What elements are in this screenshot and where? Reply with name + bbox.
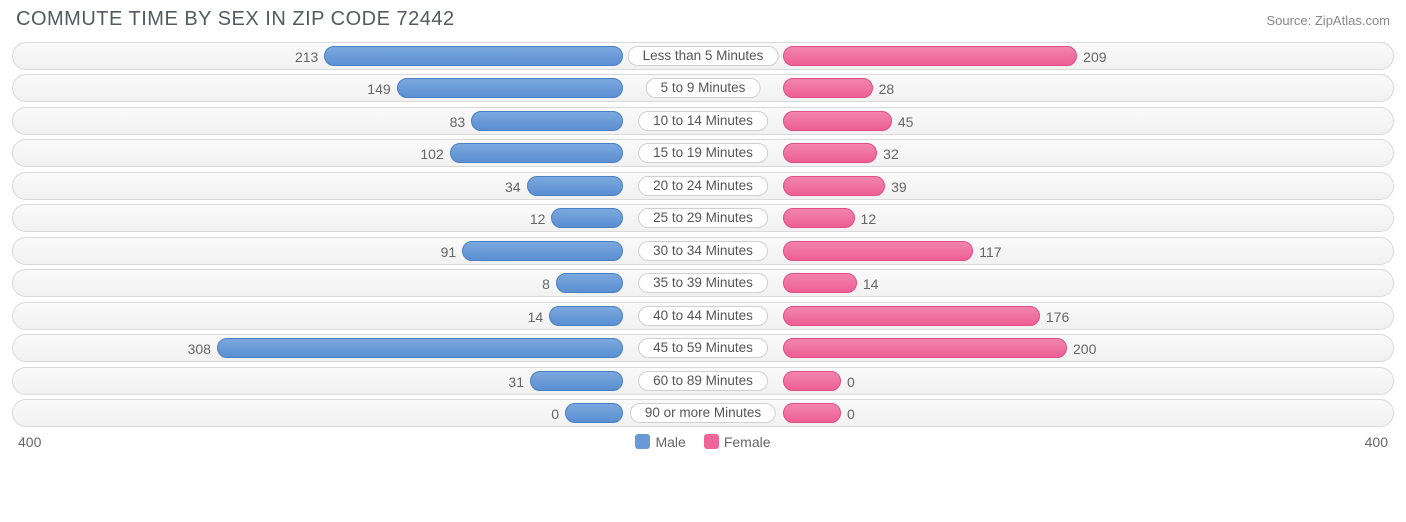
value-female: 0 bbox=[847, 368, 855, 396]
bar-female bbox=[783, 143, 877, 163]
bar-female bbox=[783, 338, 1067, 358]
bar-female bbox=[783, 371, 841, 391]
legend-label: Male bbox=[655, 434, 685, 450]
bar-female bbox=[783, 78, 873, 98]
bar-female bbox=[783, 241, 973, 261]
value-male: 34 bbox=[505, 173, 521, 201]
value-female: 0 bbox=[847, 400, 855, 428]
category-label: Less than 5 Minutes bbox=[628, 46, 779, 66]
bar-male bbox=[549, 306, 623, 326]
category-label: 45 to 59 Minutes bbox=[638, 338, 768, 358]
chart-row: 8 14 35 to 39 Minutes bbox=[12, 269, 1394, 297]
bar-male bbox=[397, 78, 623, 98]
bar-male bbox=[471, 111, 623, 131]
legend-item: Male bbox=[635, 434, 685, 450]
value-male: 31 bbox=[508, 368, 524, 396]
category-label: 60 to 89 Minutes bbox=[638, 371, 768, 391]
value-male: 308 bbox=[188, 335, 211, 363]
legend-label: Female bbox=[724, 434, 771, 450]
bar-male bbox=[324, 46, 623, 66]
chart-row: 308 200 45 to 59 Minutes bbox=[12, 334, 1394, 362]
chart-row: 102 32 15 to 19 Minutes bbox=[12, 139, 1394, 167]
value-female: 117 bbox=[979, 238, 1001, 266]
chart-row: 12 12 25 to 29 Minutes bbox=[12, 204, 1394, 232]
category-label: 25 to 29 Minutes bbox=[638, 208, 768, 228]
category-label: 20 to 24 Minutes bbox=[638, 176, 768, 196]
chart-footer: 400 Male Female 400 bbox=[12, 432, 1394, 450]
chart-row: 14 176 40 to 44 Minutes bbox=[12, 302, 1394, 330]
category-label: 40 to 44 Minutes bbox=[638, 306, 768, 326]
axis-max-right: 400 bbox=[1365, 434, 1388, 450]
legend-item: Female bbox=[704, 434, 771, 450]
chart-legend: Male Female bbox=[635, 434, 770, 450]
chart-row: 34 39 20 to 24 Minutes bbox=[12, 172, 1394, 200]
legend-swatch bbox=[704, 434, 719, 449]
value-female: 28 bbox=[879, 75, 895, 103]
bar-female bbox=[783, 46, 1077, 66]
legend-swatch bbox=[635, 434, 650, 449]
value-male: 0 bbox=[551, 400, 559, 428]
axis-max-left: 400 bbox=[18, 434, 41, 450]
bar-male bbox=[565, 403, 623, 423]
chart-row: 149 28 5 to 9 Minutes bbox=[12, 74, 1394, 102]
value-male: 83 bbox=[450, 108, 466, 136]
bar-male bbox=[217, 338, 623, 358]
bar-female bbox=[783, 306, 1040, 326]
chart-source: Source: ZipAtlas.com bbox=[1266, 13, 1390, 28]
bar-male bbox=[556, 273, 623, 293]
value-female: 14 bbox=[863, 270, 879, 298]
value-female: 12 bbox=[861, 205, 877, 233]
value-female: 200 bbox=[1073, 335, 1096, 363]
chart-row: 91 117 30 to 34 Minutes bbox=[12, 237, 1394, 265]
value-female: 176 bbox=[1046, 303, 1069, 331]
value-male: 149 bbox=[367, 75, 390, 103]
value-female: 32 bbox=[883, 140, 899, 168]
value-male: 14 bbox=[528, 303, 544, 331]
bar-female bbox=[783, 176, 885, 196]
value-male: 213 bbox=[295, 43, 318, 71]
chart-row: 0 0 90 or more Minutes bbox=[12, 399, 1394, 427]
bar-male bbox=[527, 176, 623, 196]
category-label: 15 to 19 Minutes bbox=[638, 143, 768, 163]
value-female: 39 bbox=[891, 173, 907, 201]
bar-female bbox=[783, 403, 841, 423]
category-label: 35 to 39 Minutes bbox=[638, 273, 768, 293]
chart-row: 83 45 10 to 14 Minutes bbox=[12, 107, 1394, 135]
chart-rows: 213 209 Less than 5 Minutes 149 28 5 to 9 Min… bbox=[12, 42, 1394, 428]
category-label: 5 to 9 Minutes bbox=[646, 78, 761, 98]
value-male: 12 bbox=[530, 205, 546, 233]
bar-female bbox=[783, 111, 892, 131]
value-female: 209 bbox=[1083, 43, 1106, 71]
chart-title: COMMUTE TIME BY SEX IN ZIP CODE 72442 bbox=[16, 8, 455, 31]
chart-row: 213 209 Less than 5 Minutes bbox=[12, 42, 1394, 70]
bar-female bbox=[783, 208, 855, 228]
value-male: 91 bbox=[441, 238, 457, 266]
category-label: 10 to 14 Minutes bbox=[638, 111, 768, 131]
bar-female bbox=[783, 273, 857, 293]
value-male: 8 bbox=[542, 270, 550, 298]
chart-row: 31 0 60 to 89 Minutes bbox=[12, 367, 1394, 395]
bar-male bbox=[530, 371, 623, 391]
bar-male bbox=[462, 241, 623, 261]
chart-header: COMMUTE TIME BY SEX IN ZIP CODE 72442 So… bbox=[12, 8, 1394, 37]
category-label: 90 or more Minutes bbox=[630, 403, 776, 423]
value-female: 45 bbox=[898, 108, 914, 136]
category-label: 30 to 34 Minutes bbox=[638, 241, 768, 261]
bar-male bbox=[551, 208, 623, 228]
bar-male bbox=[450, 143, 623, 163]
value-male: 102 bbox=[420, 140, 443, 168]
